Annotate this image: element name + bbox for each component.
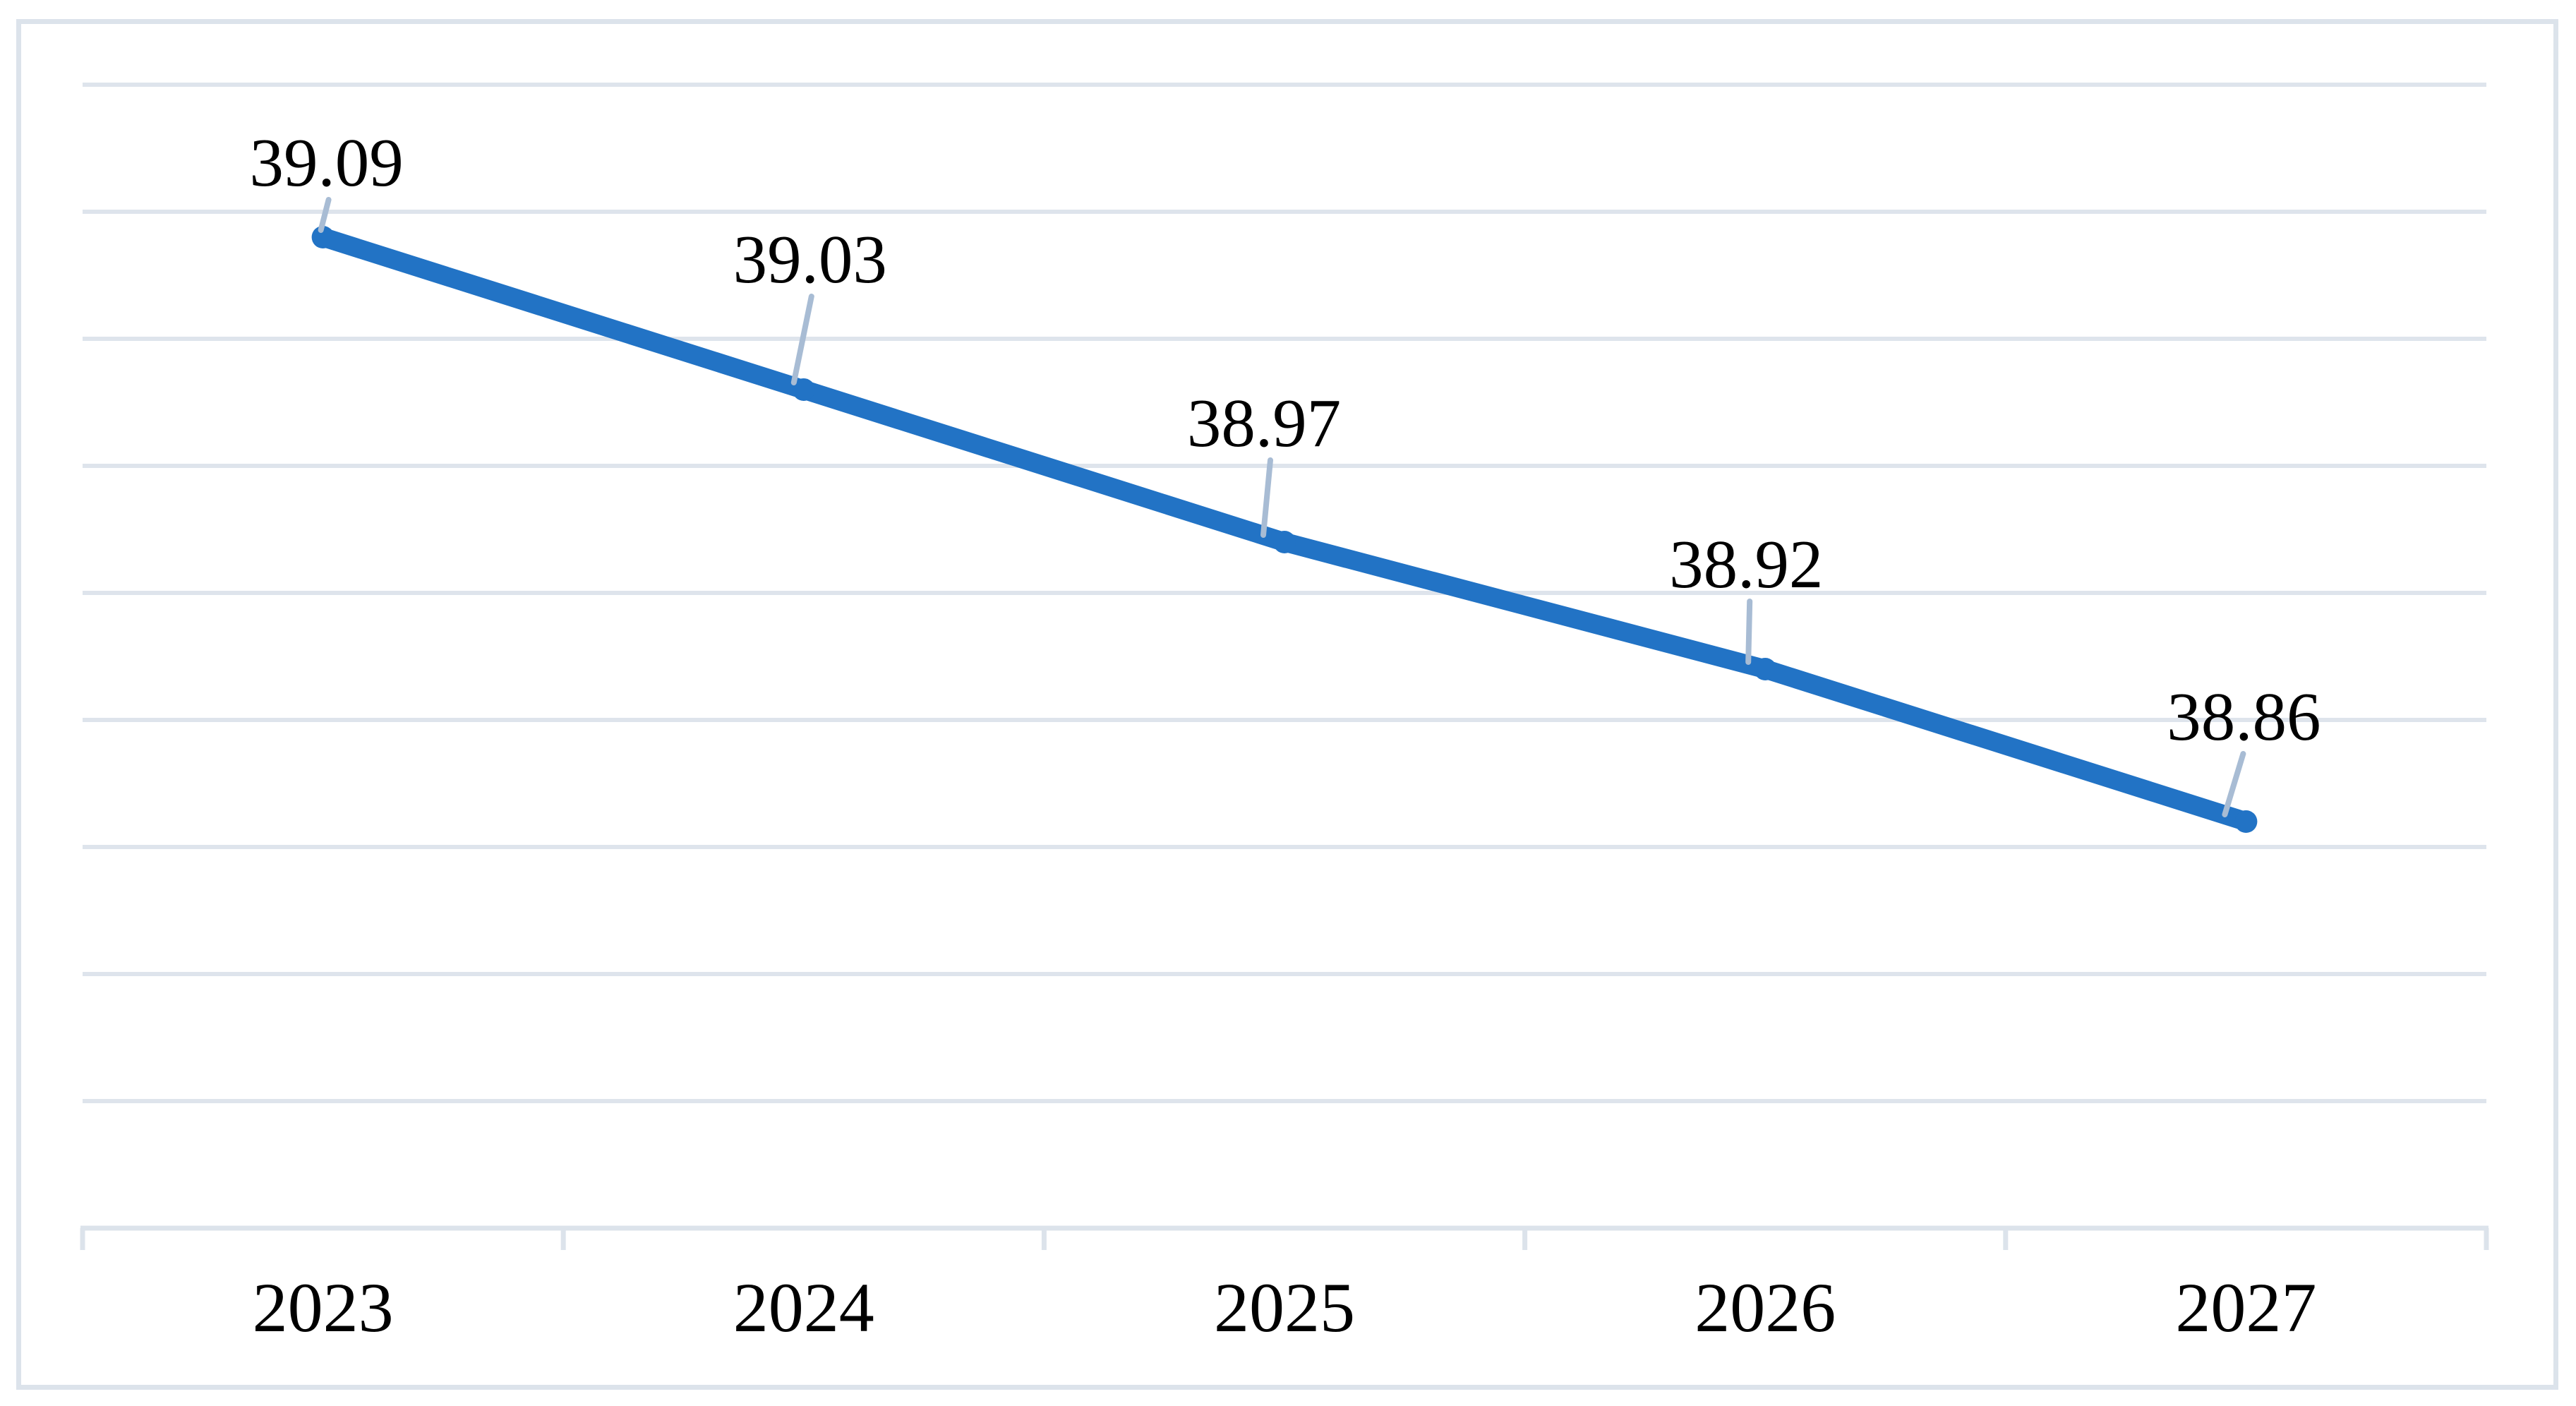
data-label-leader-line: [318, 197, 332, 233]
data-point-marker: [1273, 531, 1296, 553]
data-label: 38.97: [1187, 385, 1341, 461]
data-label: 38.86: [2167, 679, 2321, 755]
x-axis-label: 2025: [1214, 1268, 1355, 1347]
data-point-marker: [1754, 658, 1777, 680]
x-axis-label: 2026: [1695, 1268, 1836, 1347]
chart-frame-border: [16, 19, 2558, 1390]
data-point-marker: [2234, 810, 2258, 833]
x-axis-label: 2027: [2175, 1268, 2316, 1347]
data-label: 39.03: [733, 222, 887, 297]
data-label-leader-line: [2222, 751, 2246, 817]
data-label-leader-line: [1745, 599, 1753, 665]
x-axis-label: 2023: [253, 1268, 394, 1347]
data-label-leader-line: [1260, 457, 1273, 538]
data-label: 39.09: [249, 125, 403, 200]
series-line: [313, 227, 2256, 831]
data-point-marker: [792, 378, 815, 401]
data-label-leader-line: [790, 294, 814, 385]
x-axis-label: 2024: [733, 1268, 874, 1347]
data-label: 38.92: [1669, 527, 1823, 602]
data-point-marker: [311, 226, 335, 248]
